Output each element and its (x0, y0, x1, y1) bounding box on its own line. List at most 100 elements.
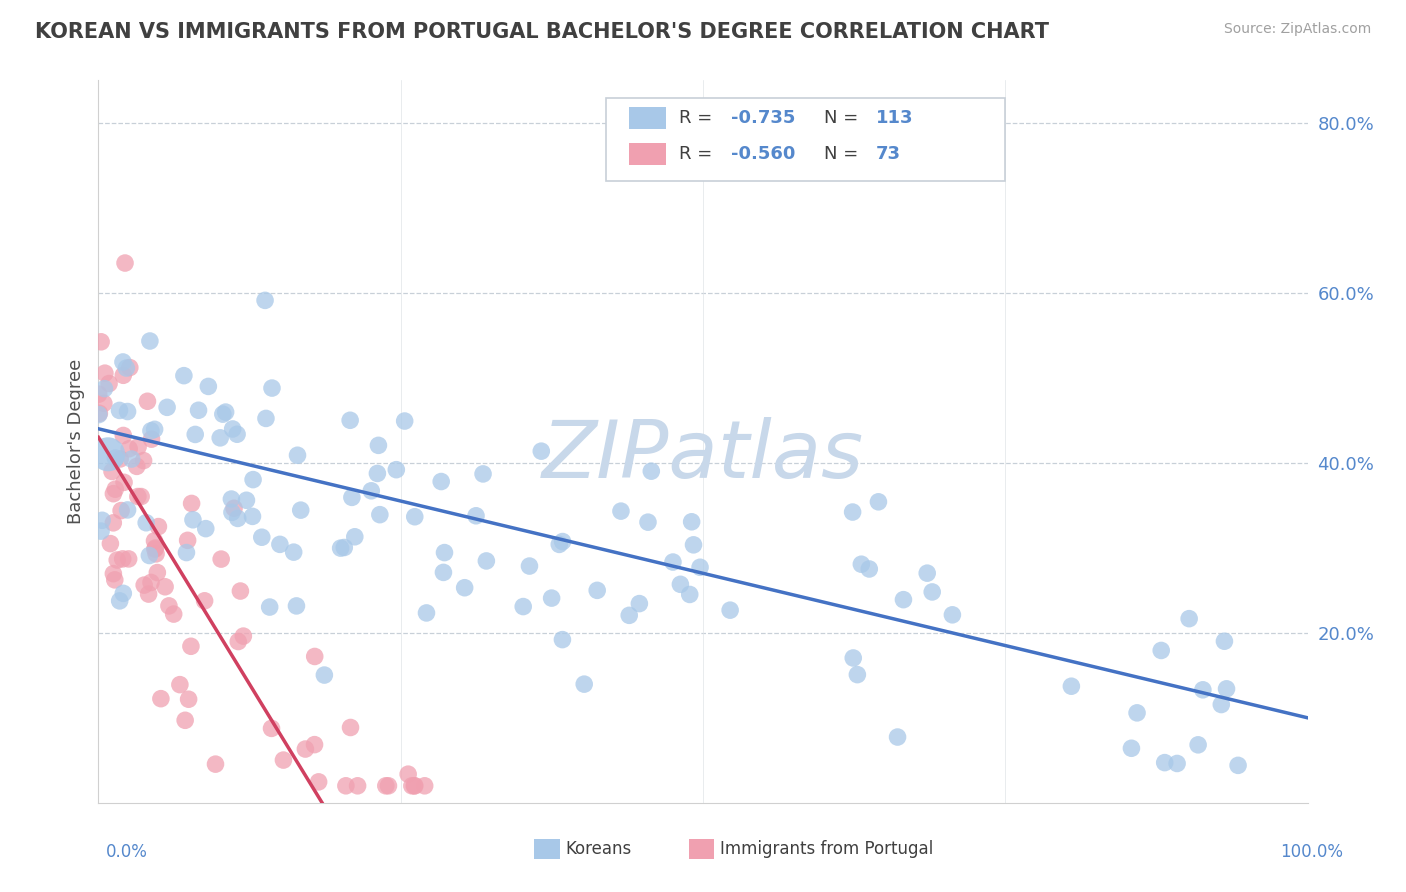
Point (221, 491, 243, 506)
Point (1060, 679, 1083, 693)
Text: Immigrants from Portugal: Immigrants from Portugal (720, 840, 934, 858)
Point (153, 580, 176, 594)
Point (134, 578, 156, 592)
Point (842, 651, 865, 665)
Point (118, 442, 141, 456)
Point (197, 379, 219, 393)
Text: 100.0%: 100.0% (1279, 843, 1343, 861)
Point (574, 677, 596, 691)
Point (100, 536, 122, 550)
Point (254, 293, 277, 308)
Point (143, 422, 166, 436)
Text: N =: N = (824, 109, 863, 127)
Point (519, 559, 541, 574)
Point (374, 779, 396, 793)
Point (1166, 756, 1188, 771)
Point (129, 490, 152, 504)
Point (304, 738, 326, 752)
Point (226, 634, 249, 648)
Point (139, 575, 162, 590)
Point (135, 516, 157, 530)
Point (530, 444, 553, 458)
Point (681, 515, 703, 529)
Point (221, 505, 243, 519)
Text: Koreans: Koreans (565, 840, 631, 858)
Point (285, 599, 308, 613)
Point (669, 577, 692, 591)
Point (93, 396, 115, 410)
Point (260, 381, 283, 395)
Point (235, 493, 257, 508)
Point (125, 459, 148, 474)
Point (640, 464, 662, 478)
Point (314, 668, 336, 682)
Point (176, 533, 198, 548)
Point (221, 422, 243, 436)
FancyBboxPatch shape (606, 98, 1005, 181)
Point (340, 491, 363, 505)
Point (242, 509, 264, 524)
Point (112, 368, 135, 383)
Point (401, 779, 423, 793)
Point (103, 516, 125, 530)
Point (404, 509, 426, 524)
Point (177, 692, 200, 706)
Point (184, 427, 207, 442)
Text: R =: R = (679, 145, 718, 163)
Text: R =: R = (679, 109, 718, 127)
Point (104, 482, 127, 496)
Point (432, 566, 454, 580)
Point (1178, 612, 1201, 626)
Point (259, 600, 281, 615)
Text: 73: 73 (876, 145, 901, 163)
Point (194, 594, 217, 608)
Point (367, 438, 389, 452)
Point (118, 552, 141, 566)
Point (110, 503, 132, 517)
Point (176, 545, 198, 559)
Text: ZIPatlas: ZIPatlas (541, 417, 865, 495)
Point (174, 714, 197, 728)
Point (108, 403, 131, 417)
Point (204, 757, 226, 772)
Point (679, 587, 702, 601)
Point (718, 603, 741, 617)
Point (415, 606, 437, 620)
Text: 0.0%: 0.0% (105, 843, 148, 861)
Point (290, 503, 312, 517)
Point (841, 505, 863, 519)
Point (157, 599, 180, 613)
Point (339, 413, 361, 427)
Point (551, 632, 574, 647)
Text: -0.560: -0.560 (731, 145, 796, 163)
Point (1121, 741, 1143, 756)
Point (117, 503, 139, 517)
Point (90, 524, 112, 538)
Point (105, 553, 128, 567)
Point (114, 256, 136, 270)
Text: Source: ZipAtlas.com: Source: ZipAtlas.com (1223, 22, 1371, 37)
Point (346, 779, 368, 793)
Point (610, 504, 633, 518)
Point (97, 447, 120, 461)
Point (149, 691, 172, 706)
Point (93, 382, 115, 396)
Point (143, 542, 166, 557)
Point (143, 533, 166, 548)
Point (146, 566, 169, 580)
Y-axis label: Bachelor's Degree: Bachelor's Degree (66, 359, 84, 524)
Point (232, 629, 254, 643)
Point (475, 554, 498, 568)
Point (118, 360, 141, 375)
Text: KOREAN VS IMMIGRANTS FROM PORTUGAL BACHELOR'S DEGREE CORRELATION CHART: KOREAN VS IMMIGRANTS FROM PORTUGAL BACHE… (35, 22, 1049, 42)
Point (101, 465, 124, 479)
Point (139, 334, 162, 348)
Point (689, 560, 711, 574)
Point (333, 541, 356, 555)
Point (104, 573, 127, 587)
Point (366, 467, 388, 481)
Point (385, 463, 408, 477)
Point (851, 558, 873, 572)
Point (117, 404, 139, 418)
Point (209, 431, 232, 445)
